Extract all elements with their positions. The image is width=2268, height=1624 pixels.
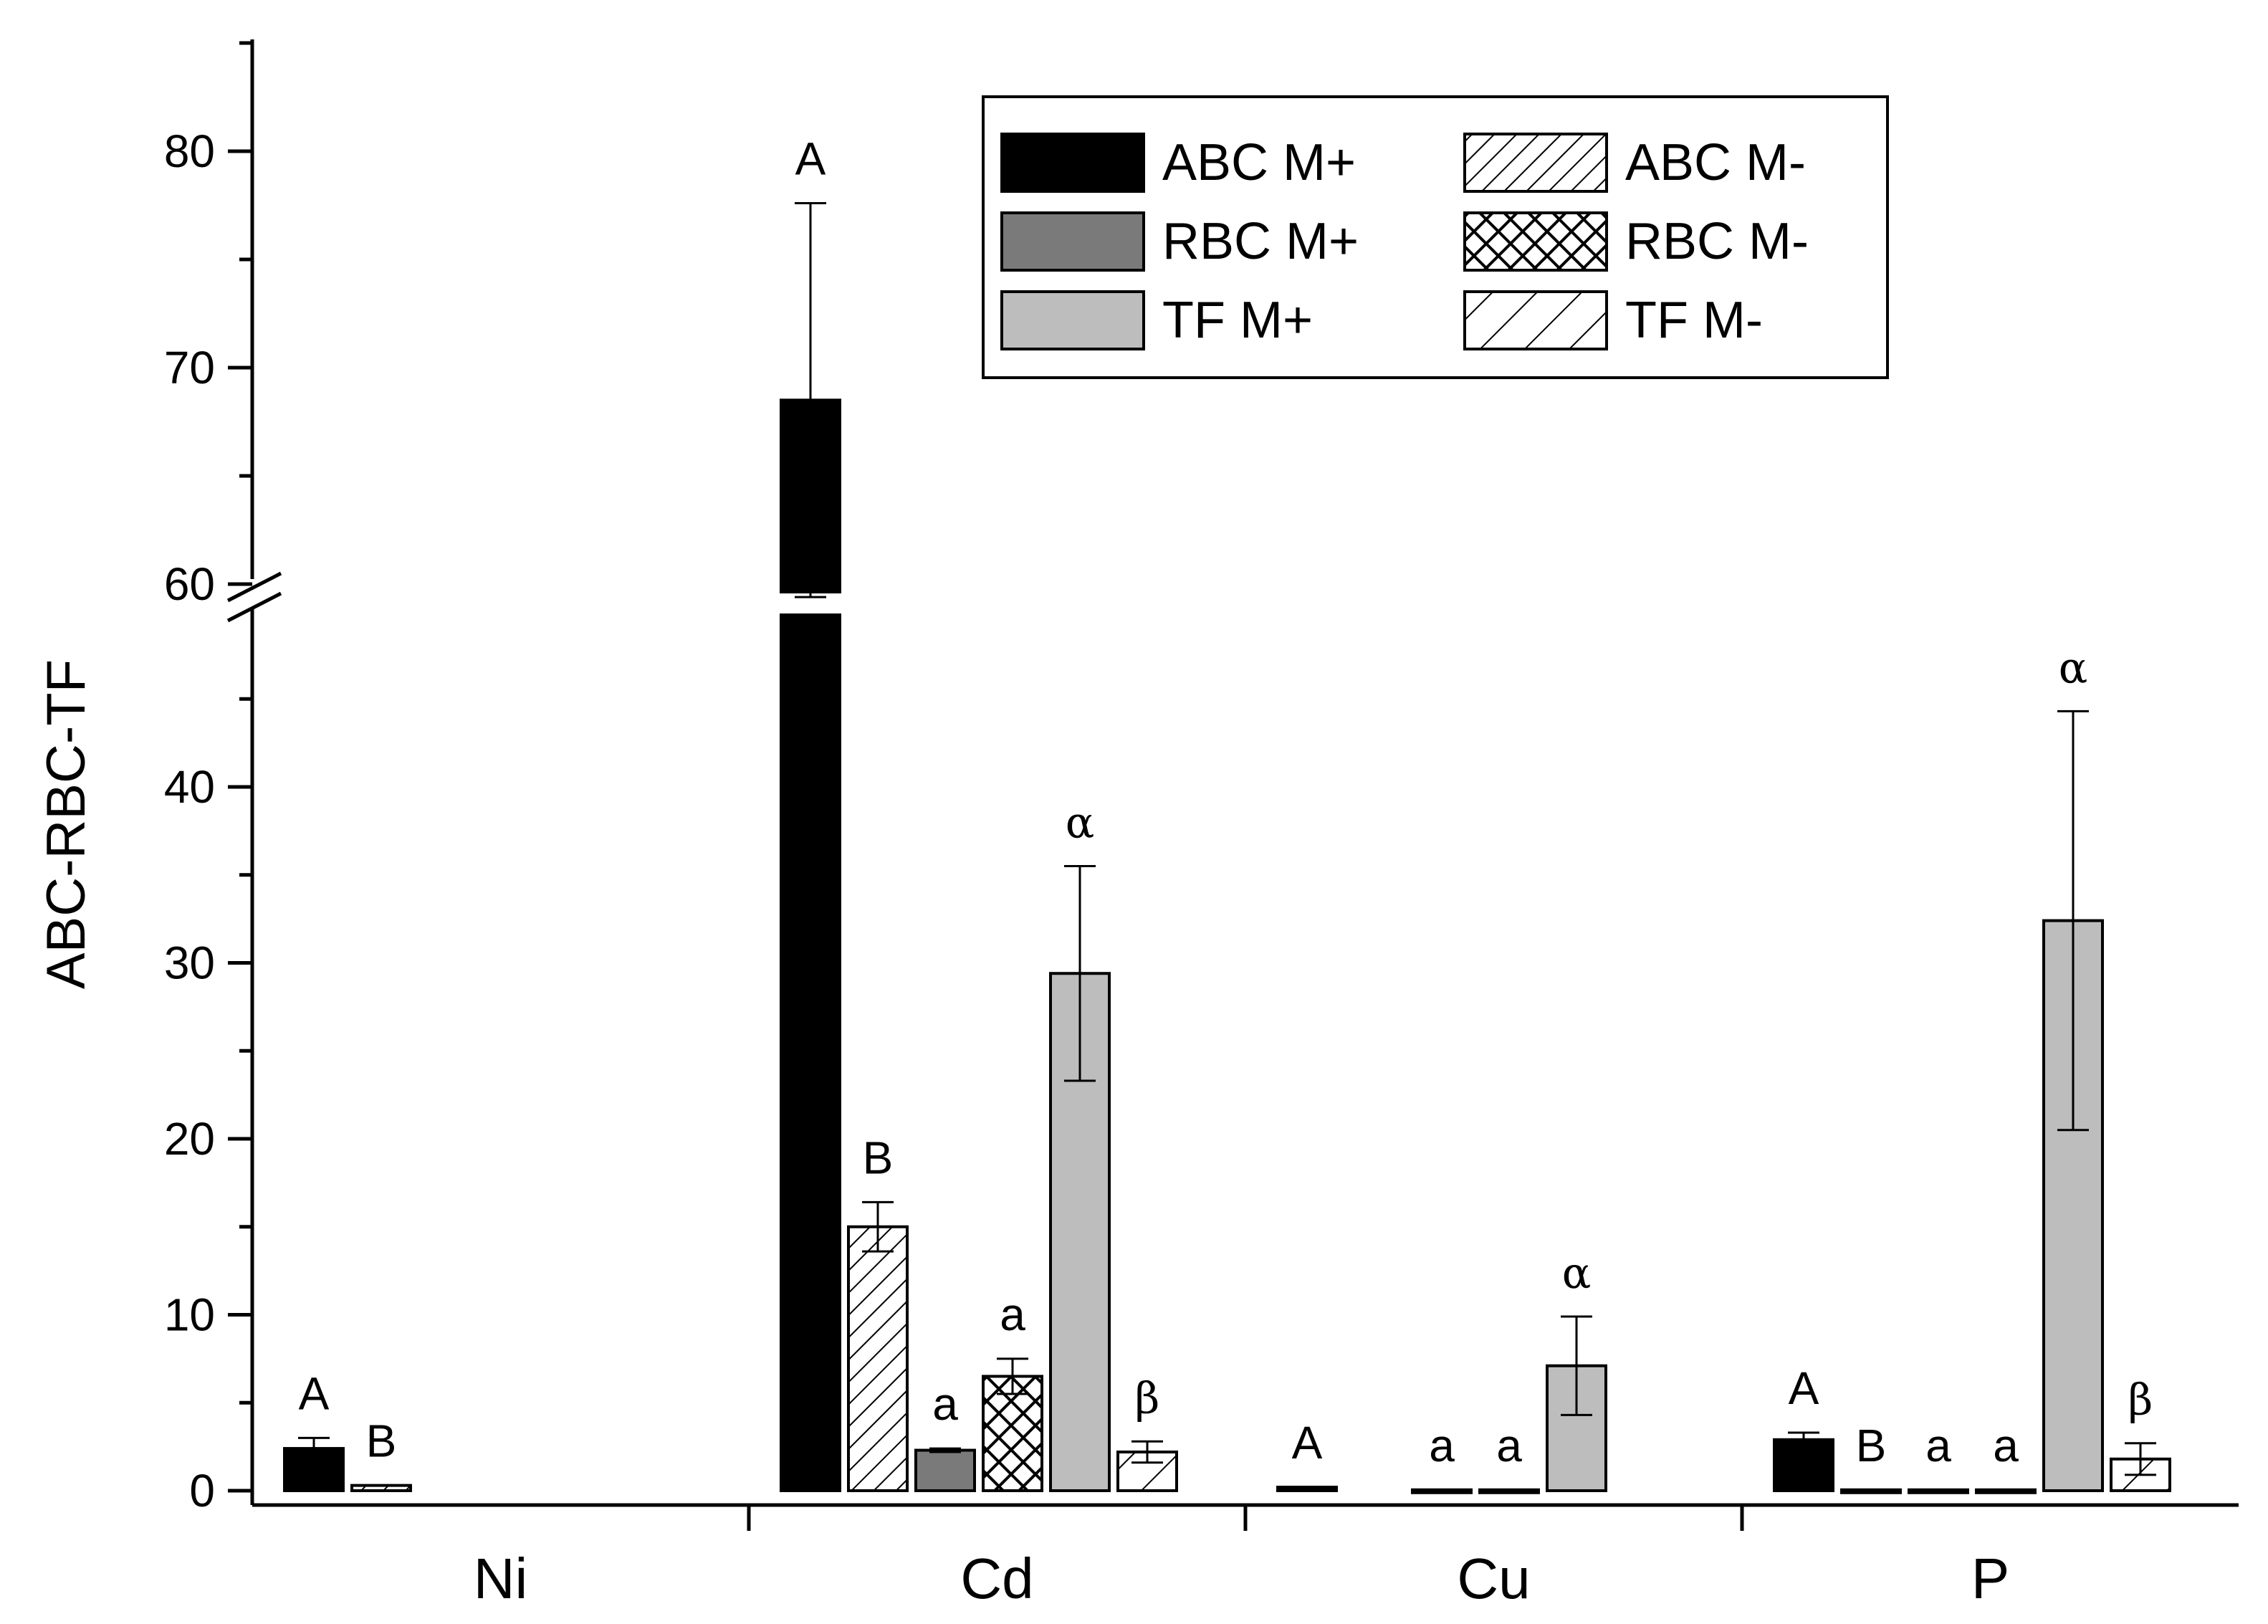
significance-letter: B [863, 1132, 894, 1183]
legend-swatch [1463, 133, 1608, 193]
bar [780, 613, 841, 1492]
bar [350, 1484, 412, 1493]
y-tick-label: 30 [164, 937, 215, 989]
x-tick-label: Cu [1457, 1547, 1530, 1610]
bar [1840, 1488, 1902, 1494]
legend-label: RBC M- [1625, 213, 1809, 270]
significance-letter: β [1135, 1373, 1160, 1423]
legend-swatch [1463, 211, 1608, 272]
significance-letter: β [2128, 1375, 2153, 1425]
axes-layer [226, 39, 2239, 1531]
significance-letter: a [1429, 1420, 1455, 1471]
significance-letter: A [1789, 1362, 1819, 1414]
legend-label: RBC M+ [1162, 213, 1359, 270]
legend-label: TF M- [1625, 292, 1763, 349]
significance-letter: a [1496, 1420, 1522, 1471]
x-tick-label: P [1971, 1547, 2009, 1610]
legend-label: ABC M+ [1162, 134, 1356, 191]
legend-swatch [1000, 211, 1145, 272]
y-axis-label: ABC-RBC-TF [36, 659, 97, 989]
y-tick-label: 0 [189, 1465, 215, 1516]
legend-swatch [1463, 290, 1608, 350]
significance-letter: a [1000, 1289, 1025, 1340]
significance-letter: α [2059, 643, 2088, 693]
bar [847, 1225, 909, 1492]
bar [1276, 1486, 1338, 1493]
bar [1411, 1488, 1473, 1494]
legend-label: ABC M- [1625, 134, 1806, 191]
axis-break-mark [226, 571, 282, 603]
y-tick-label: 10 [164, 1289, 215, 1341]
x-tick-label: Ni [474, 1547, 528, 1610]
x-tick-label: Cd [960, 1547, 1033, 1610]
significance-letter: α [1562, 1248, 1592, 1299]
bar [1975, 1488, 2037, 1494]
significance-letter: B [366, 1415, 397, 1467]
bars-layer [283, 201, 2171, 1494]
bar [1773, 1438, 1834, 1493]
bar [1908, 1488, 1969, 1494]
significance-letter: A [1292, 1417, 1323, 1468]
significance-letter: a [932, 1378, 958, 1430]
y-tick-label: 20 [164, 1113, 215, 1165]
y-tick-label: 40 [164, 761, 215, 813]
y-tick-label: 80 [164, 125, 215, 177]
axis-break-mark [226, 591, 282, 623]
y-tick-label: 60 [164, 558, 215, 610]
significance-letter: a [1993, 1420, 2019, 1471]
legend-swatch [1000, 290, 1145, 350]
significance-letter: α [1066, 798, 1095, 848]
bar [914, 1448, 976, 1493]
significance-letter: A [299, 1367, 330, 1419]
legend: ABC M+ ABC M- RBC M+ RBC M- TF M+ TF M- [982, 95, 1889, 379]
significance-letter: B [1856, 1420, 1887, 1471]
bar [1478, 1488, 1540, 1494]
legend-swatch [1000, 133, 1145, 193]
legend-label: TF M+ [1162, 292, 1313, 349]
significance-letter: A [795, 133, 826, 184]
y-tick-label: 70 [164, 342, 215, 393]
significance-letter: a [1925, 1420, 1951, 1471]
